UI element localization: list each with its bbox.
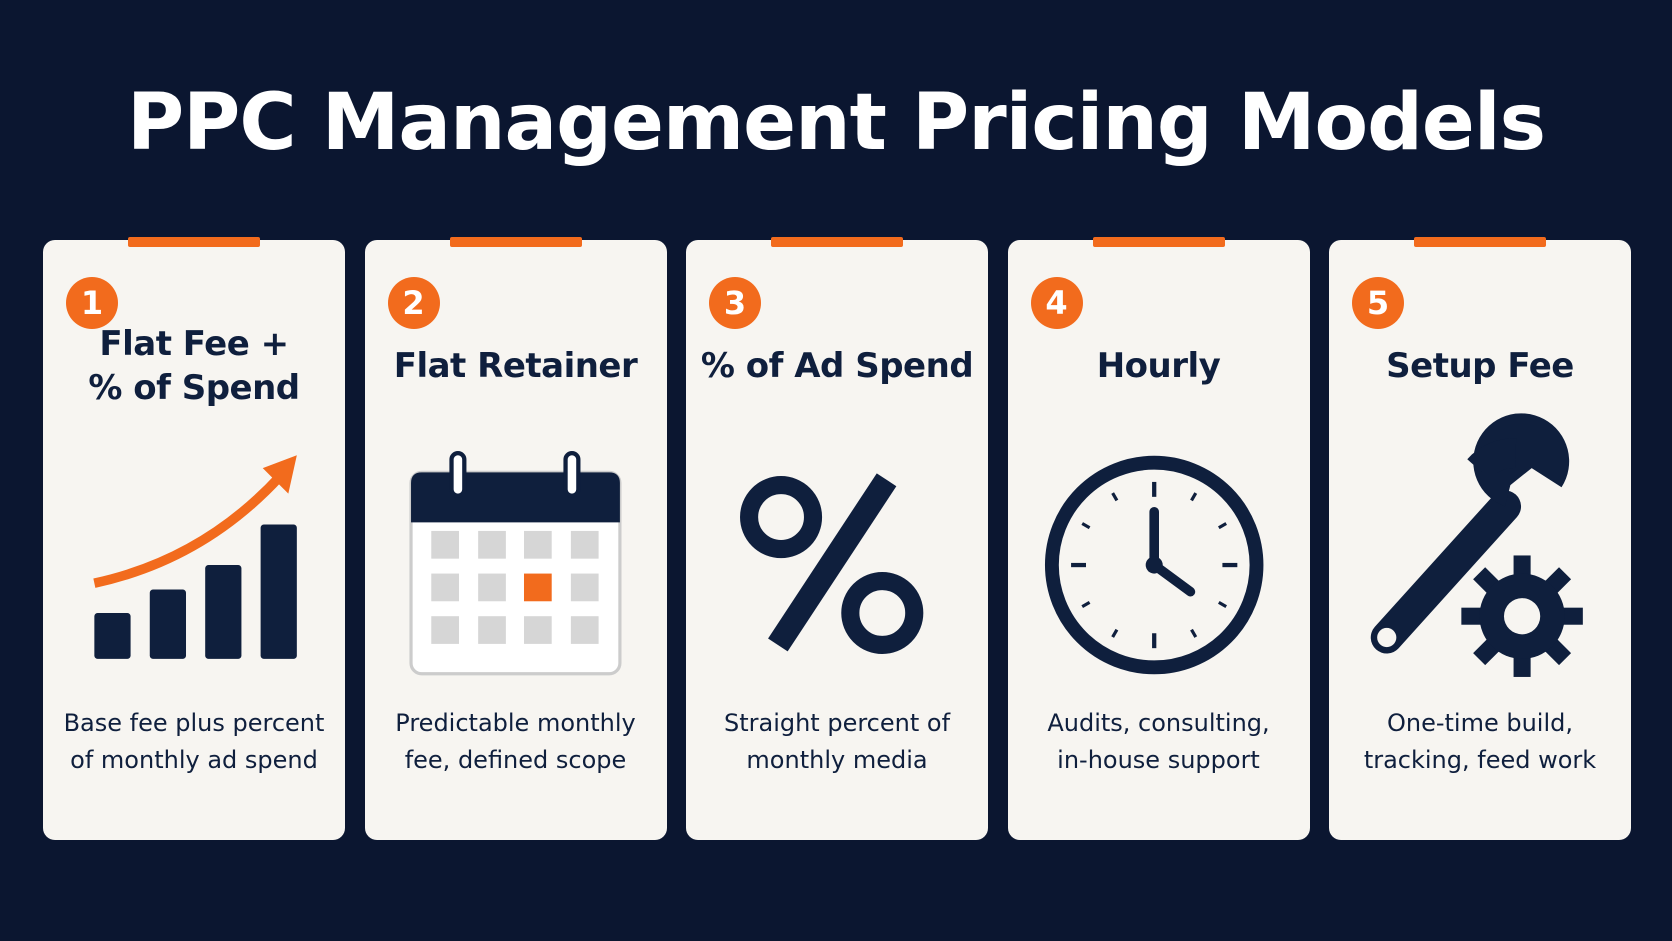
card-icon xyxy=(1370,413,1583,677)
card-description-line: Base fee plus percent xyxy=(63,709,325,737)
card-number: 5 xyxy=(1352,277,1404,329)
pricing-card: 3 % of Ad Spend Straight percent of monthly… xyxy=(686,237,988,840)
pricing-card: 4 Hourly Audits, consulting, in-house suppo… xyxy=(1007,237,1310,840)
card-title-line: % of Ad Spend xyxy=(700,346,974,386)
card-description-line: One-time build, xyxy=(1386,709,1574,737)
accent-bar xyxy=(771,237,903,247)
card-title-line: Hourly xyxy=(1096,346,1221,386)
pricing-card: 2 Flat Retainer Predictable monthly fee, de… xyxy=(364,237,667,840)
card-number: 2 xyxy=(387,277,440,329)
card-title-line: Flat Fee + xyxy=(99,324,289,364)
card-number: 4 xyxy=(1030,277,1083,329)
card-description-line: in-house support xyxy=(1057,746,1260,774)
card-description-line: of monthly ad spend xyxy=(70,746,318,774)
accent-bar xyxy=(449,237,582,247)
card-title-line: % of Spend xyxy=(88,368,300,408)
card-description: Base fee plus percent of monthly ad spend xyxy=(43,705,345,779)
card-description: One-time build, tracking, feed work xyxy=(1329,705,1631,779)
card-description-line: fee, defined scope xyxy=(404,746,627,774)
pricing-card: 1 Flat Fee +% of Spend Base fee plus perce… xyxy=(43,237,345,840)
card-title-line: Setup Fee xyxy=(1386,346,1574,386)
accent-bar xyxy=(128,237,260,247)
card-icon xyxy=(408,451,622,676)
card-title: Setup Fee xyxy=(1329,344,1631,388)
card-number: 1 xyxy=(66,277,118,329)
card-title: Hourly xyxy=(1008,344,1310,388)
page-title: PPC Management Pricing Models xyxy=(127,78,1546,168)
card-title: Flat Fee +% of Spend xyxy=(43,322,345,410)
card-description-line: tracking, feed work xyxy=(1363,746,1597,774)
card-description-line: monthly media xyxy=(746,746,928,774)
pricing-card: 5 Setup Fee One-time build, tracking, feed … xyxy=(1329,237,1631,840)
card-description: Audits, consulting, in-house support xyxy=(1008,705,1310,779)
card-number: 3 xyxy=(709,277,761,329)
card-description-line: Predictable monthly xyxy=(395,709,636,737)
card-description: Predictable monthly fee, defined scope xyxy=(365,705,667,779)
card-title: % of Ad Spend xyxy=(686,344,988,388)
card-description-line: Audits, consulting, xyxy=(1047,709,1270,737)
card-title-line: Flat Retainer xyxy=(393,346,638,386)
card-description-line: Straight percent of xyxy=(723,709,951,737)
card-icon xyxy=(1044,455,1263,675)
card-icon xyxy=(740,473,924,655)
card-icon xyxy=(93,455,297,659)
accent-bar xyxy=(1092,237,1225,247)
card-description: Straight percent of monthly media xyxy=(686,705,988,779)
accent-bar xyxy=(1414,237,1546,247)
card-title: Flat Retainer xyxy=(365,344,667,388)
